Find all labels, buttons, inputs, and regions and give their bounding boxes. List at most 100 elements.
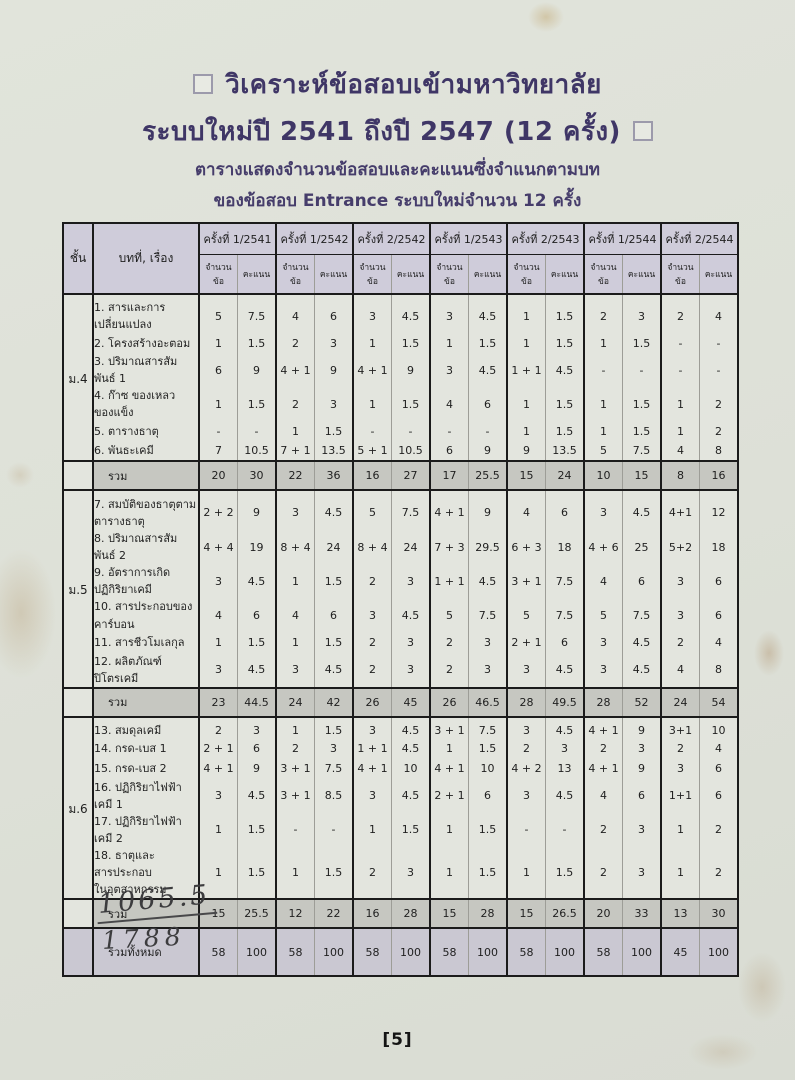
score-cell: 2 — [699, 387, 738, 422]
sum-count-cell: 22 — [275, 460, 315, 492]
grand-total-count-cell: 58 — [583, 927, 623, 977]
score-cell: 1.5 — [468, 812, 507, 847]
chapter-row: 12. ผลิตภัณฑ์ปิโตรเคมี 3 4.5 3 4.5 2 3 2 3 3 4.5 3 4… — [63, 652, 738, 688]
count-cell: 1 — [352, 333, 392, 354]
sum-count-cell: 13 — [660, 898, 700, 930]
count-cell: 2 — [352, 846, 392, 900]
score-cell: 7.5 — [391, 490, 430, 531]
score-cell: 7.5 — [468, 598, 507, 633]
paper-stain — [754, 630, 784, 676]
count-cell: 2 — [352, 632, 392, 653]
grand-total-score-cell: 100 — [237, 927, 276, 977]
sum-score-cell: 30 — [699, 898, 738, 930]
question-count-subheader: จำนวนข้อ — [429, 254, 469, 295]
score-cell: 4.5 — [545, 716, 584, 739]
title-text-2: ระบบใหม่ปี 2541 ถึงปี 2547 (12 ครั้ง) — [142, 117, 621, 147]
count-cell: 2 — [583, 846, 623, 900]
count-cell: 4 + 1 — [198, 758, 238, 779]
chapter-label: 5. ตารางธาตุ — [92, 421, 199, 442]
score-cell: 3 — [391, 652, 430, 688]
count-cell: 4 + 1 — [275, 353, 315, 388]
count-cell: 3 — [506, 716, 546, 739]
score-cell: 25 — [622, 530, 661, 565]
score-cell: 6 — [545, 490, 584, 531]
sum-score-cell: 36 — [314, 460, 353, 492]
paper-stain — [6, 462, 34, 488]
score-cell: - — [468, 421, 507, 442]
score-cell: 6 — [699, 564, 738, 599]
sum-count-cell: 8 — [660, 460, 700, 492]
score-cell: - — [545, 812, 584, 847]
handwritten-denominator: 1788 — [101, 921, 187, 955]
grand-total-row: รวมทั้งหมด 58 100 58 100 58 100 58 100 58 100 58 100… — [63, 927, 738, 977]
grand-total-score-cell: 100 — [699, 927, 738, 977]
count-cell: 3 — [583, 632, 623, 653]
count-cell: - — [198, 421, 238, 442]
count-cell: 1 — [583, 421, 623, 442]
count-cell: 2 — [583, 294, 623, 334]
exam-session-header: ครั้งที่ 1/2542 — [275, 223, 353, 255]
level-empty-cell — [63, 927, 93, 977]
sum-score-cell: 28 — [468, 898, 507, 930]
chapter-row: 11. สารชีวโมเลกุล 1 1.5 1 1.5 2 3 2 3 2 + 1 6 3 4.5 2… — [63, 632, 738, 653]
count-cell: 1 — [506, 846, 546, 900]
sum-score-cell: 26.5 — [545, 898, 584, 930]
sum-count-cell: 28 — [506, 686, 546, 718]
question-count-subheader: จำนวนข้อ — [660, 254, 700, 295]
count-cell: 3 + 1 — [429, 716, 469, 739]
count-cell: 1 — [198, 387, 238, 422]
title-line-1: วิเคราะห์ข้อสอบเข้ามหาวิทยาลัย — [0, 62, 795, 109]
score-cell: 1.5 — [622, 387, 661, 422]
count-cell: 1 — [506, 333, 546, 354]
chapter-row: 10. สารประกอบของคาร์บอน 4 6 4 6 3 4.5 5 7.5 5 7.5 5… — [63, 598, 738, 633]
sum-score-cell: 24 — [545, 460, 584, 492]
score-cell: 9 — [314, 353, 353, 388]
count-cell: 3+1 — [660, 716, 700, 739]
score-cell: 4.5 — [545, 353, 584, 388]
count-cell: 1 — [352, 387, 392, 422]
score-cell: 3 — [314, 738, 353, 759]
count-cell: 6 — [198, 353, 238, 388]
handwritten-note: 1065.5 1788 — [94, 878, 218, 955]
chapter-label: 16. ปฏิกิริยาไฟฟ้าเคมี 1 — [92, 778, 199, 813]
score-cell: 13.5 — [314, 441, 353, 462]
grand-total-count-cell: 58 — [429, 927, 469, 977]
score-cell: 4.5 — [391, 598, 430, 633]
sum-count-cell: 23 — [198, 686, 238, 718]
score-cell: 10.5 — [391, 441, 430, 462]
count-cell: 3 — [506, 652, 546, 688]
count-cell: 3 — [198, 652, 238, 688]
score-cell: 3 — [391, 564, 430, 599]
chapter-row: 5. ตารางธาตุ - -1 1.5- - - -1 1.5 1 1.5 1 2 — [63, 421, 738, 442]
score-cell: 7.5 — [237, 294, 276, 334]
subtitle-line-2: ของข้อสอบ Entrance ระบบใหม่จำนวน 12 ครั้… — [213, 191, 582, 211]
count-cell: 2 — [583, 812, 623, 847]
score-subheader: คะแนน — [314, 254, 353, 295]
grand-total-count-cell: 45 — [660, 927, 700, 977]
title-text-1: วิเคราะห์ข้อสอบเข้ามหาวิทยาลัย — [225, 70, 602, 100]
question-count-subheader: จำนวนข้อ — [352, 254, 392, 295]
chapter-row: ม.6 13. สมดุลเคมี 2 3 1 1.5 3 4.5 3 + 1 7.5 3 4.5 4 … — [63, 716, 738, 816]
chapter-label: 8. ปริมาณสารสัมพันธ์ 2 — [92, 530, 199, 565]
sum-count-cell: 24 — [660, 686, 700, 718]
count-cell: 5 — [429, 598, 469, 633]
count-cell: 1 — [275, 846, 315, 900]
exam-session-header: ครั้งที่ 2/2544 — [660, 223, 738, 255]
count-cell: 2 — [660, 294, 700, 334]
score-cell: 4.5 — [391, 778, 430, 813]
count-cell: 4 + 6 — [583, 530, 623, 565]
sum-score-cell: 16 — [699, 460, 738, 492]
sum-row-label: รวม — [92, 686, 199, 718]
sum-score-cell: 54 — [699, 686, 738, 718]
score-cell: 3 — [314, 333, 353, 354]
count-cell: - — [429, 421, 469, 442]
score-cell: 7.5 — [622, 441, 661, 462]
count-cell: 2 — [583, 738, 623, 759]
chapter-label: 13. สมดุลเคมี — [92, 716, 199, 739]
count-cell: 4 — [583, 778, 623, 813]
chapter-label: 15. กรด-เบส 2 — [92, 758, 199, 779]
sum-count-cell: 16 — [352, 460, 392, 492]
score-cell: 3 — [468, 652, 507, 688]
sum-count-cell: 16 — [352, 898, 392, 930]
